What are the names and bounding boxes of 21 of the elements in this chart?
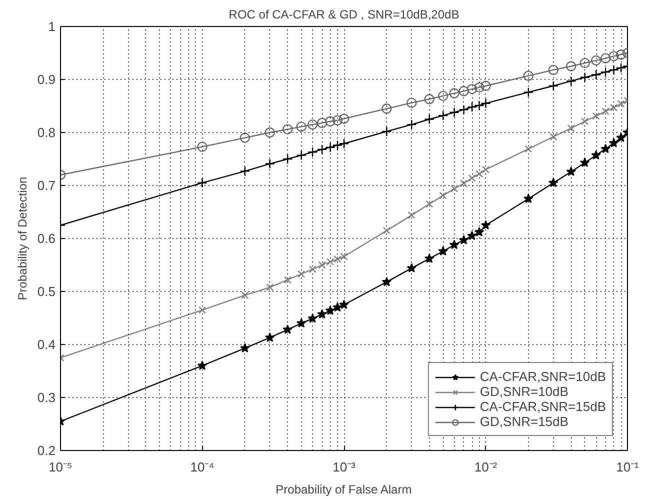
legend-label: CA-CFAR,SNR=15dB [480,399,606,414]
y-tick-label: 1 [48,19,56,34]
x-tick-label: 10⁻⁴ [190,460,214,474]
legend-label: GD,SNR=10dB [480,384,568,399]
x-tick-label: 10⁻³ [332,460,356,474]
legend-label: CA-CFAR,SNR=10dB [480,369,606,384]
y-tick-label: 0.6 [37,231,56,246]
y-tick-label: 0.4 [37,337,56,352]
x-tick-label: 10⁻² [474,460,498,474]
y-tick-label: 0.7 [37,178,56,193]
x-axis-title: Probability of False Alarm [276,482,412,496]
chart-title: ROC of CA-CFAR & GD , SNR=10dB,20dB [228,8,460,22]
y-tick-label: 0.5 [37,284,56,299]
x-tick-label: 10⁻¹ [616,460,640,474]
y-tick-label: 0.8 [37,125,56,140]
y-axis-title: Probability of Detection [15,176,30,300]
x-tick-label: 10⁻⁵ [48,460,72,474]
y-tick-label: 0.3 [37,390,56,405]
y-tick-label: 0.9 [37,72,56,87]
legend-label: GD,SNR=15dB [480,414,568,429]
y-tick-label: 0.2 [37,443,56,458]
